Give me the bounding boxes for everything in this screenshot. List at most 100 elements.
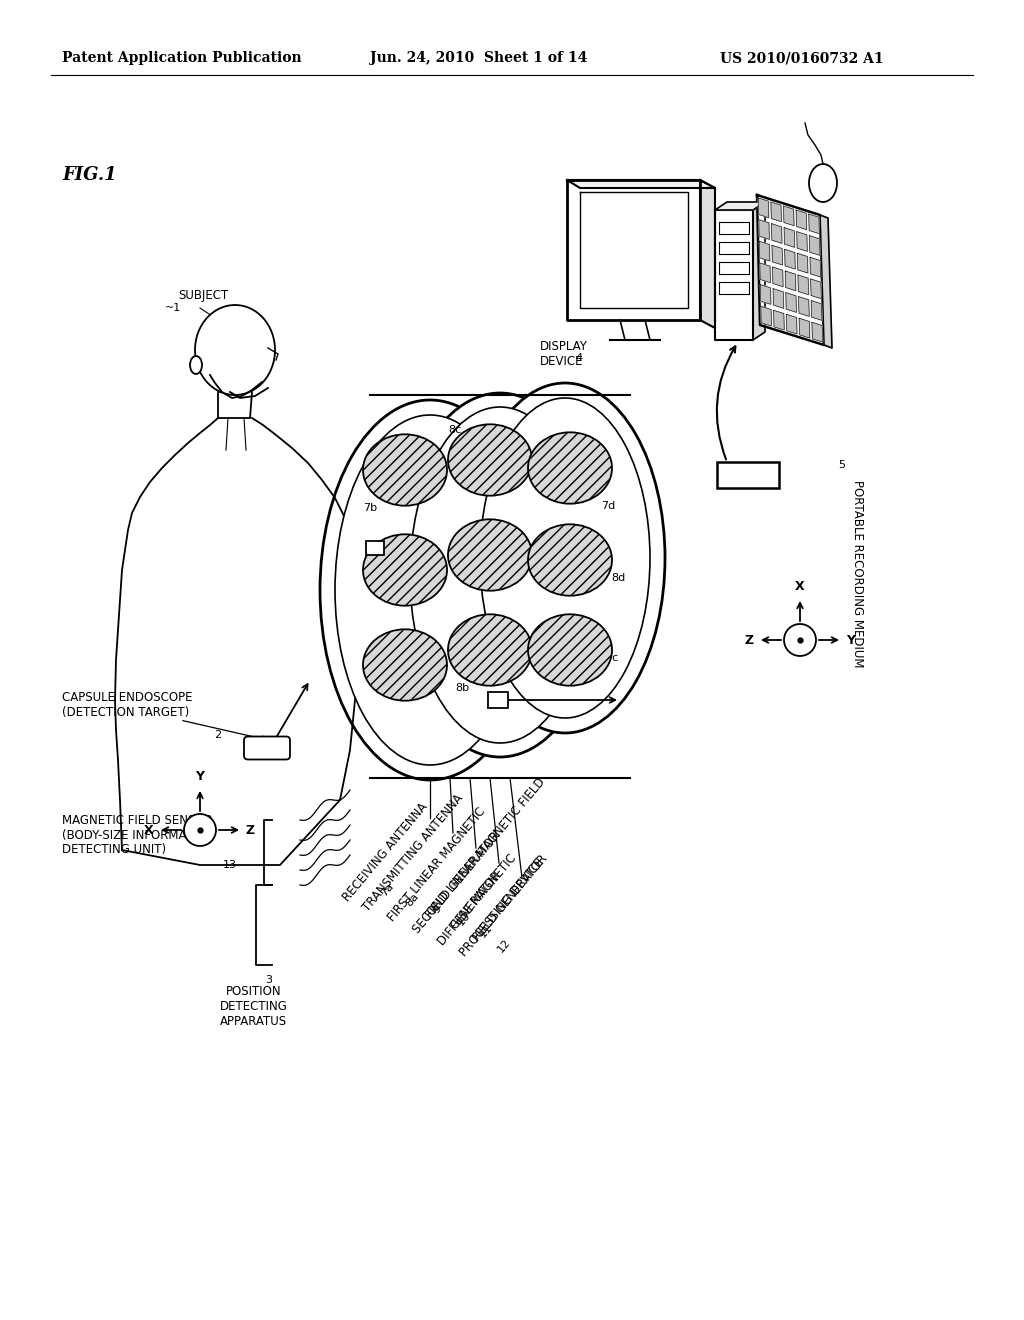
Text: 3: 3 [265, 975, 272, 985]
Text: 8a: 8a [404, 891, 421, 908]
Polygon shape [799, 297, 809, 317]
Polygon shape [773, 310, 784, 330]
Text: 8b: 8b [455, 682, 469, 693]
Polygon shape [810, 257, 820, 277]
Text: Z: Z [744, 634, 754, 647]
Text: RECEIVING ANTENNA: RECEIVING ANTENNA [340, 800, 430, 904]
Bar [366, 541, 384, 554]
Text: 5: 5 [838, 459, 845, 470]
Polygon shape [796, 210, 807, 230]
Ellipse shape [362, 630, 447, 701]
Ellipse shape [449, 614, 532, 685]
Text: 2: 2 [214, 730, 221, 741]
Polygon shape [772, 246, 782, 265]
Ellipse shape [480, 399, 650, 718]
Text: Z: Z [246, 824, 255, 837]
Ellipse shape [184, 814, 216, 846]
Text: 12: 12 [497, 937, 513, 954]
Text: 13: 13 [223, 861, 237, 870]
Ellipse shape [362, 535, 447, 606]
Polygon shape [783, 206, 794, 226]
Ellipse shape [395, 393, 605, 756]
Ellipse shape [362, 434, 447, 506]
Polygon shape [784, 227, 795, 247]
Text: Patent Application Publication: Patent Application Publication [62, 51, 302, 65]
Polygon shape [799, 318, 810, 338]
Text: US 2010/0160732 A1: US 2010/0160732 A1 [720, 51, 884, 65]
Text: CAPSULE ENDOSCOPE
(DETECTION TARGET): CAPSULE ENDOSCOPE (DETECTION TARGET) [62, 690, 193, 719]
Ellipse shape [449, 519, 532, 591]
Text: 7c: 7c [605, 653, 618, 663]
Polygon shape [753, 202, 765, 341]
Ellipse shape [410, 407, 590, 743]
Text: 7d: 7d [601, 502, 615, 511]
Polygon shape [760, 263, 770, 282]
Text: X: X [143, 824, 153, 837]
Polygon shape [797, 232, 807, 251]
Polygon shape [798, 275, 809, 294]
Polygon shape [715, 202, 765, 210]
Text: PROCESSING DEVICE: PROCESSING DEVICE [457, 857, 546, 960]
Text: Y: Y [196, 770, 205, 783]
Ellipse shape [809, 164, 837, 202]
Polygon shape [761, 285, 771, 305]
Polygon shape [798, 253, 808, 273]
Polygon shape [760, 242, 770, 261]
Polygon shape [784, 249, 796, 269]
Text: 10: 10 [456, 909, 473, 927]
Text: Y: Y [846, 634, 855, 647]
Text: DISPLAY
DEVICE: DISPLAY DEVICE [540, 341, 588, 368]
Polygon shape [771, 202, 781, 222]
Polygon shape [757, 195, 824, 345]
Text: TRANSMITTING ANTENNA: TRANSMITTING ANTENNA [360, 792, 466, 915]
Polygon shape [812, 322, 822, 342]
Text: 7a: 7a [379, 880, 396, 898]
Polygon shape [820, 215, 831, 348]
Bar [488, 692, 508, 708]
Ellipse shape [190, 356, 202, 374]
Polygon shape [761, 306, 771, 326]
Text: 11: 11 [478, 923, 495, 940]
Polygon shape [700, 180, 715, 327]
Text: ~1: ~1 [165, 304, 181, 313]
Ellipse shape [528, 524, 612, 595]
Text: SUBJECT: SUBJECT [178, 289, 228, 301]
Text: DIFFUSE MAGNETIC: DIFFUSE MAGNETIC [435, 851, 519, 948]
Text: 8c: 8c [449, 425, 462, 436]
Bar [717, 462, 779, 488]
Polygon shape [759, 219, 769, 239]
Polygon shape [759, 198, 769, 218]
Text: Jun. 24, 2010  Sheet 1 of 14: Jun. 24, 2010 Sheet 1 of 14 [370, 51, 588, 65]
Text: FIELD GENERATOR: FIELD GENERATOR [470, 853, 550, 944]
Text: 9: 9 [431, 903, 443, 915]
Polygon shape [786, 314, 797, 334]
Text: FIRST LINEAR MAGNETIC: FIRST LINEAR MAGNETIC [385, 805, 487, 924]
Text: MAGNETIC FIELD SENSOR
(BODY-SIZE INFORMATION
DETECTING UNIT): MAGNETIC FIELD SENSOR (BODY-SIZE INFORMA… [62, 813, 214, 857]
Polygon shape [773, 289, 783, 309]
Text: 4: 4 [575, 352, 582, 363]
Text: 7b: 7b [362, 503, 377, 513]
Text: FIELD GENERATOR: FIELD GENERATOR [423, 829, 503, 921]
Text: POSITION
DETECTING
APPARATUS: POSITION DETECTING APPARATUS [220, 985, 288, 1028]
Ellipse shape [449, 424, 532, 496]
Ellipse shape [319, 400, 540, 780]
Polygon shape [785, 271, 796, 290]
Polygon shape [811, 279, 821, 298]
Text: X: X [796, 579, 805, 593]
Ellipse shape [528, 433, 612, 504]
Polygon shape [785, 293, 797, 313]
Text: FIG.1: FIG.1 [62, 166, 117, 183]
Polygon shape [809, 214, 819, 234]
Polygon shape [811, 301, 822, 321]
Ellipse shape [528, 614, 612, 685]
Polygon shape [567, 180, 715, 187]
Polygon shape [772, 267, 783, 286]
Text: SECOND LINEAR MAGNETIC FIELD: SECOND LINEAR MAGNETIC FIELD [410, 776, 548, 936]
Ellipse shape [335, 414, 525, 766]
FancyBboxPatch shape [244, 737, 290, 759]
Ellipse shape [465, 383, 665, 733]
Polygon shape [809, 236, 820, 255]
Text: GENERATOR: GENERATOR [449, 869, 504, 932]
Text: PORTABLE RECORDING MEDIUM: PORTABLE RECORDING MEDIUM [852, 480, 864, 668]
Ellipse shape [784, 624, 816, 656]
